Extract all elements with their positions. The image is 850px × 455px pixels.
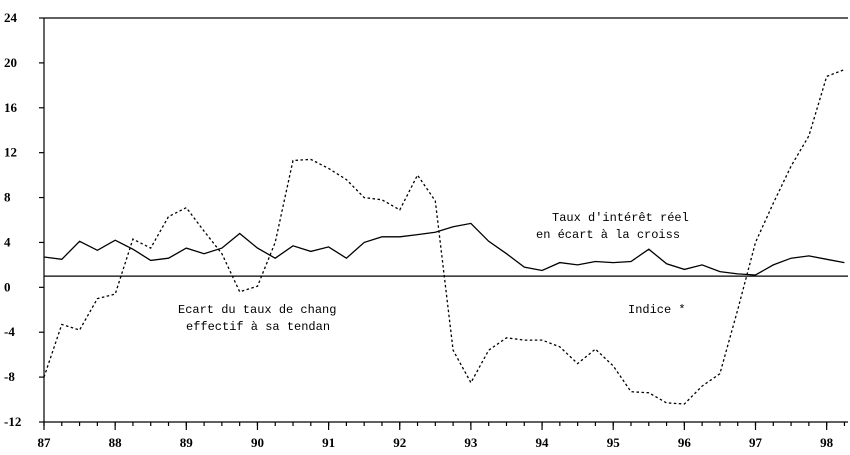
annotation: en écart à la croiss	[536, 228, 680, 242]
y-tick-label: 12	[4, 145, 17, 160]
x-tick-label: 91	[322, 435, 335, 450]
x-tick-label: 94	[536, 435, 550, 450]
x-tick-label: 95	[607, 435, 621, 450]
y-tick-label: 8	[4, 190, 11, 205]
annotation: effectif à sa tendan	[186, 320, 330, 334]
annotation: Indice *	[628, 303, 686, 317]
y-tick-label: -8	[4, 369, 15, 384]
x-tick-label: 96	[678, 435, 692, 450]
y-tick-label: 24	[4, 10, 18, 25]
x-tick-label: 97	[749, 435, 763, 450]
x-tick-label: 88	[109, 435, 123, 450]
x-tick-label: 90	[251, 435, 264, 450]
x-tick-label: 93	[464, 435, 478, 450]
y-tick-label: -4	[4, 324, 15, 339]
x-tick-label: 98	[820, 435, 834, 450]
x-tick-label: 89	[180, 435, 194, 450]
y-tick-label: 4	[4, 234, 11, 249]
y-tick-label: 0	[4, 279, 11, 294]
line-series	[43, 68, 845, 405]
y-tick-label: 20	[4, 55, 17, 70]
annotation: Taux d'intérêt réel	[552, 211, 689, 225]
annotation: Ecart du taux de chang	[178, 303, 336, 317]
line-series	[43, 222, 845, 276]
x-tick-label: 87	[38, 435, 52, 450]
x-tick-label: 92	[393, 435, 406, 450]
y-tick-label: -12	[4, 414, 21, 429]
y-tick-label: 16	[4, 100, 18, 115]
